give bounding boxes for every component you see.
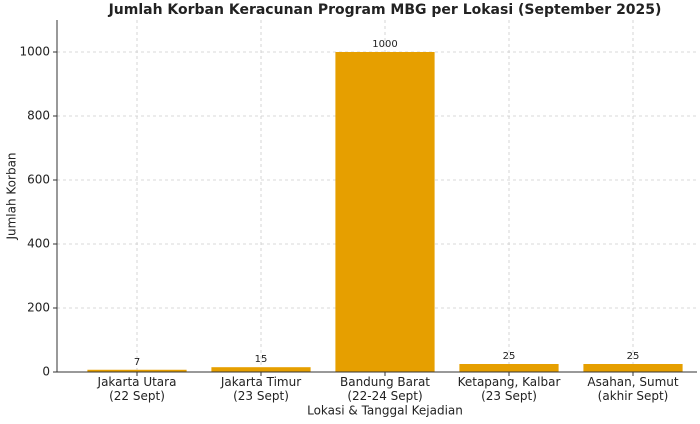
x-tick-label: Bandung Barat (22-24 Sept): [340, 375, 430, 403]
value-label: 15: [255, 354, 268, 365]
x-tick-label: Jakarta Utara (22 Sept): [97, 375, 177, 403]
bar: [335, 52, 435, 372]
value-label: 25: [503, 351, 516, 362]
x-tick-label: Ketapang, Kalbar (23 Sept): [458, 375, 561, 403]
y-tick-label: 400: [27, 237, 50, 251]
x-tick-label-line: (22 Sept): [109, 389, 165, 403]
x-tick-label-line: Jakarta Utara: [97, 375, 177, 389]
value-label: 25: [627, 351, 640, 362]
y-tick-label: 800: [27, 109, 50, 123]
bar: [87, 369, 187, 372]
x-tick-label-line: Asahan, Sumut: [587, 375, 679, 389]
bar: [583, 364, 683, 372]
x-tick-label-line: (23 Sept): [233, 389, 289, 403]
value-label: 1000: [372, 39, 397, 50]
y-axis-label: Jumlah Korban: [5, 152, 19, 240]
x-tick-label-line: (23 Sept): [481, 389, 537, 403]
x-tick-label-line: Ketapang, Kalbar: [458, 375, 561, 389]
y-tick-label: 600: [27, 173, 50, 187]
x-tick-label-line: Bandung Barat: [340, 375, 430, 389]
x-tick-label: Jakarta Timur (23 Sept): [220, 375, 301, 403]
x-axis-label: Lokasi & Tanggal Kejadian: [307, 404, 463, 418]
x-tick-label-line: (akhir Sept): [598, 389, 669, 403]
x-tick-label-line: Jakarta Timur: [220, 375, 301, 389]
x-tick-label: Asahan, Sumut (akhir Sept): [587, 375, 679, 403]
y-tick-label: 1000: [19, 45, 50, 59]
chart-title: Jumlah Korban Keracunan Program MBG per …: [108, 2, 662, 18]
value-label: 7: [134, 357, 140, 368]
bar: [459, 364, 559, 372]
y-tick-label: 0: [42, 365, 50, 379]
x-tick-label-line: (22-24 Sept): [347, 389, 422, 403]
bar: [211, 367, 311, 372]
y-tick-label: 200: [27, 301, 50, 315]
